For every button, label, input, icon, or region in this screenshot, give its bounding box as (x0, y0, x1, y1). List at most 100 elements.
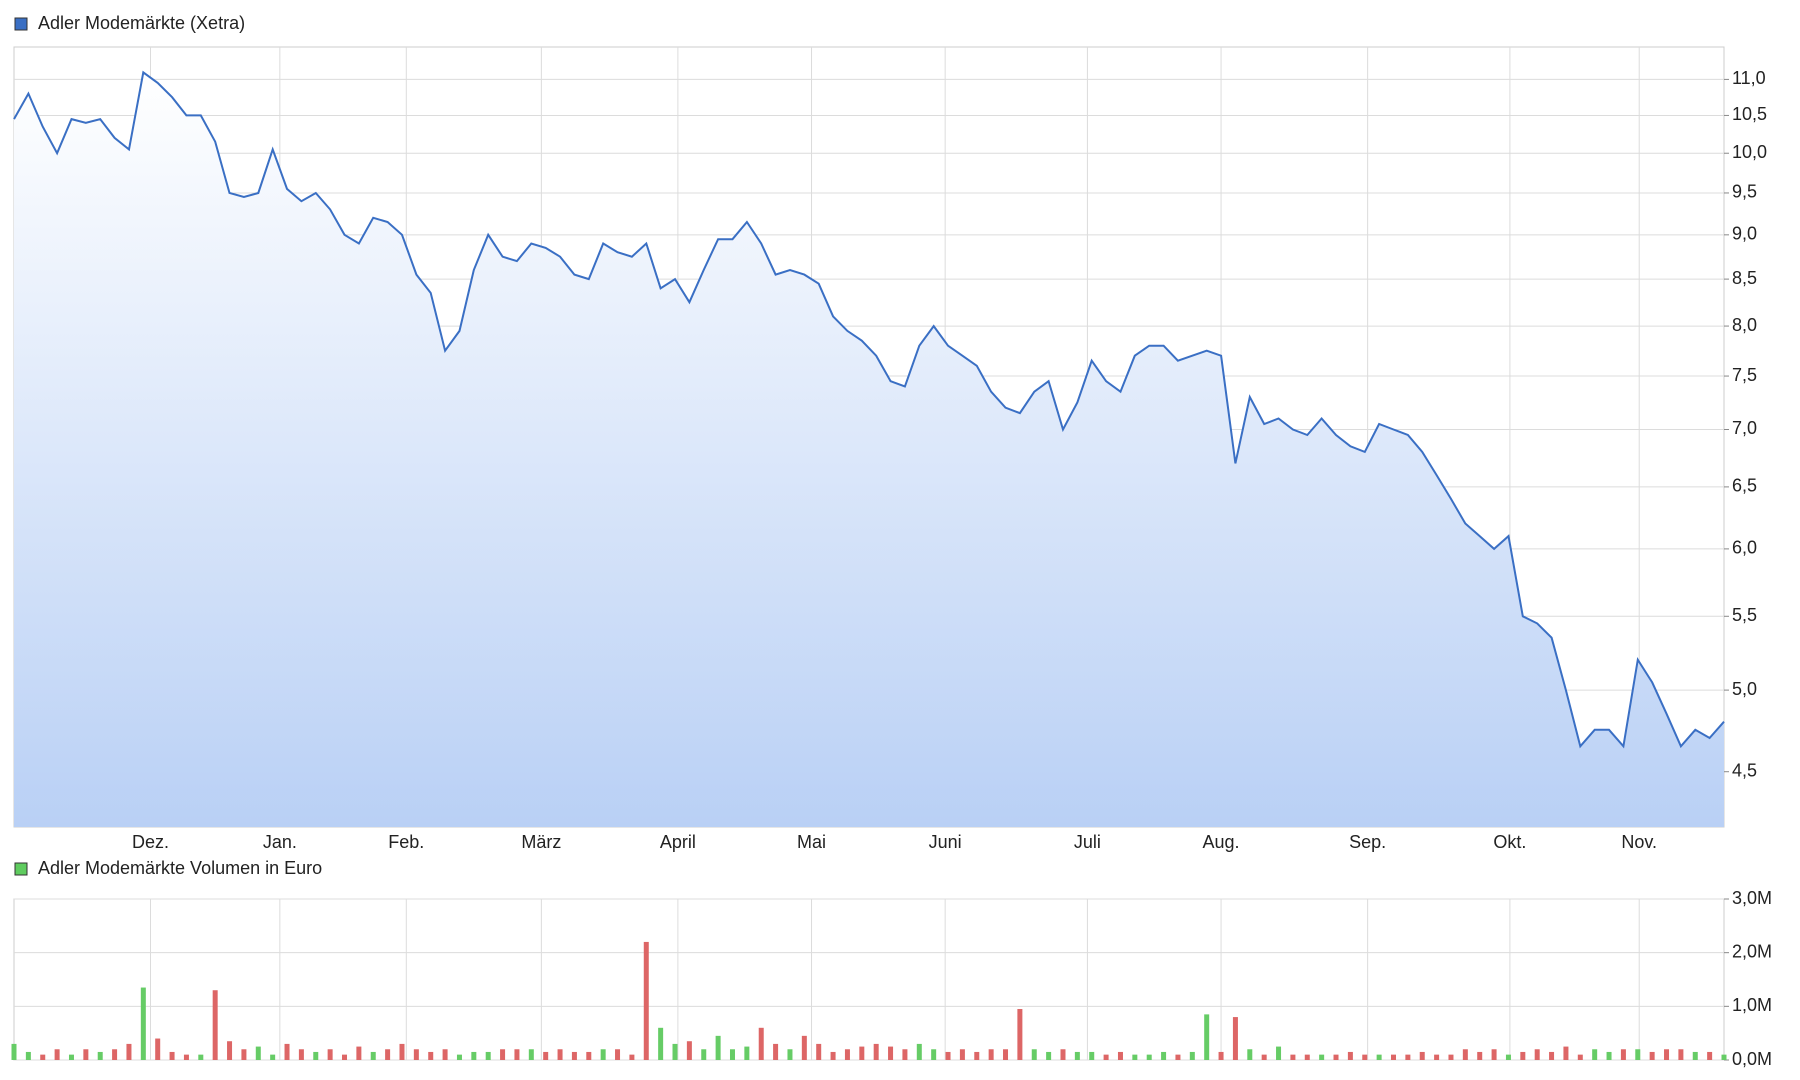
x-tick-label: Sep. (1349, 832, 1386, 852)
volume-bar (643, 941, 649, 1060)
y-tick-label: 9,5 (1732, 182, 1757, 202)
volume-bar (902, 1049, 908, 1060)
volume-bar (1189, 1051, 1195, 1060)
volume-bar (1477, 1051, 1483, 1060)
volume-bar (528, 1049, 534, 1060)
volume-bar (1390, 1054, 1396, 1060)
volume-bar (1592, 1049, 1598, 1060)
volume-bar (54, 1049, 60, 1060)
volume-bar (385, 1049, 391, 1060)
volume-bar (1060, 1049, 1066, 1060)
volume-bar (1347, 1051, 1353, 1060)
volume-bar (931, 1049, 937, 1060)
volume-bar (514, 1049, 520, 1060)
volume-bar (1218, 1051, 1224, 1060)
volume-bar (1520, 1051, 1526, 1060)
volume-bar (1577, 1054, 1583, 1060)
volume-bar (758, 1027, 764, 1060)
y-tick-label: 6,5 (1732, 476, 1757, 496)
y-tick-label: 5,5 (1732, 605, 1757, 625)
volume-bar (500, 1049, 506, 1060)
legend-swatch (14, 862, 28, 876)
volume-bar (715, 1035, 721, 1060)
x-tick-label: Juli (1074, 832, 1101, 852)
x-tick-label: Jan. (263, 832, 297, 852)
x-tick-label: Mai (797, 832, 826, 852)
volume-bar (658, 1027, 664, 1060)
volume-bar (428, 1051, 434, 1060)
y-tick-label: 1,0M (1732, 995, 1772, 1015)
volume-bar (183, 1054, 189, 1060)
volume-bar (241, 1049, 247, 1060)
volume-bar (1304, 1054, 1310, 1060)
x-tick-label: Nov. (1621, 832, 1657, 852)
volume-bar (557, 1049, 563, 1060)
area (14, 72, 1724, 827)
volume-bar (112, 1049, 118, 1060)
volume-bar (1319, 1054, 1325, 1060)
volume-bar (313, 1051, 319, 1060)
volume-bar (1247, 1049, 1253, 1060)
volume-bar (988, 1049, 994, 1060)
volume-bar (370, 1051, 376, 1060)
legend-swatch (14, 17, 28, 31)
volume-bar (1074, 1051, 1080, 1060)
volume-bar (298, 1049, 304, 1060)
volume-bar (68, 1054, 74, 1060)
volume-bar (615, 1049, 621, 1060)
volume-bar (844, 1049, 850, 1060)
volume-bar (816, 1043, 822, 1060)
volume-bar (974, 1051, 980, 1060)
y-tick-label: 0,0M (1732, 1049, 1772, 1069)
volume-bar (1290, 1054, 1296, 1060)
volume-bar (1031, 1049, 1037, 1060)
x-tick-label: April (660, 832, 696, 852)
x-tick-label: März (521, 832, 561, 852)
volume-bar (485, 1051, 491, 1060)
y-tick-label: 2,0M (1732, 941, 1772, 961)
y-tick-label: 4,5 (1732, 760, 1757, 780)
volume-bar (1692, 1051, 1698, 1060)
y-tick-label: 5,0 (1732, 679, 1757, 699)
x-tick-label: Juni (929, 832, 962, 852)
volume-bar (471, 1051, 477, 1060)
y-tick-label: 8,5 (1732, 268, 1757, 288)
volume-bar (1649, 1051, 1655, 1060)
volume-bar (629, 1054, 635, 1060)
volume-bar (1448, 1054, 1454, 1060)
volume-bar (1462, 1049, 1468, 1060)
volume-bar (284, 1043, 290, 1060)
y-tick-label: 10,0 (1732, 142, 1767, 162)
volume-bar (11, 1043, 17, 1060)
volume-bar (1089, 1051, 1095, 1060)
volume-bar (1046, 1051, 1052, 1060)
volume-bar (1146, 1054, 1152, 1060)
volume-bar (801, 1035, 807, 1060)
x-tick-label: Dez. (132, 832, 169, 852)
chart-title: Adler Modemärkte (Xetra) (38, 13, 245, 33)
volume-bar (126, 1043, 132, 1060)
volume-bar (1333, 1054, 1339, 1060)
volume-bar (1606, 1051, 1612, 1060)
volume-bar (356, 1046, 362, 1060)
plot-area (13, 898, 1725, 1061)
volume-bar (1635, 1049, 1641, 1060)
volume-bar (255, 1046, 261, 1060)
volume-bar (1204, 1014, 1210, 1060)
volume-bar (413, 1049, 419, 1060)
volume-bar (600, 1049, 606, 1060)
volume-bar (1103, 1054, 1109, 1060)
volume-bar (342, 1054, 348, 1060)
volume-bar (1721, 1054, 1727, 1060)
volume-bar (169, 1051, 175, 1060)
volume-bar (327, 1049, 333, 1060)
volume-bar (25, 1051, 31, 1060)
volume-bar (212, 990, 218, 1060)
volume-bar (1362, 1054, 1368, 1060)
volume-bar (456, 1054, 462, 1060)
y-tick-label: 11,0 (1732, 68, 1766, 88)
volume-bar (1376, 1054, 1382, 1060)
volume-bar (1232, 1017, 1238, 1060)
volume-bar (1175, 1054, 1181, 1060)
